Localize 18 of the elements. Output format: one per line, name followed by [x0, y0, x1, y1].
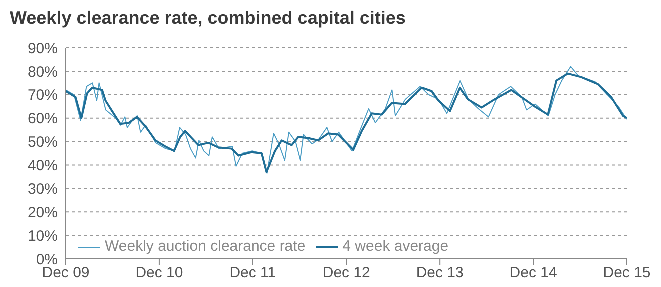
- x-tick-label: Dec 11: [230, 264, 276, 282]
- y-tick-label: 30%: [28, 180, 58, 198]
- x-tick-label: Dec 15: [603, 264, 651, 282]
- x-tick-label: Dec 13: [416, 264, 464, 282]
- y-tick-label: 60%: [28, 110, 58, 128]
- x-tick-label: Dec 12: [322, 264, 370, 282]
- chart-title: Weekly clearance rate, combined capital cities: [9, 8, 407, 30]
- x-tick-label: Dec 10: [136, 264, 184, 282]
- y-tick-label: 80%: [28, 64, 58, 81]
- y-tick-label: 70%: [28, 87, 58, 104]
- y-tick-label: 20%: [28, 204, 58, 222]
- y-tick-label: 40%: [28, 158, 58, 175]
- y-tick-label: 50%: [28, 134, 58, 152]
- legend-label: Weekly auction clearance rate: [104, 238, 306, 255]
- y-tick-label: 90%: [28, 40, 58, 58]
- x-tick-label: Dec 14: [510, 264, 558, 282]
- legend-label: 4 week average: [342, 238, 449, 255]
- y-tick-label: 10%: [28, 228, 58, 245]
